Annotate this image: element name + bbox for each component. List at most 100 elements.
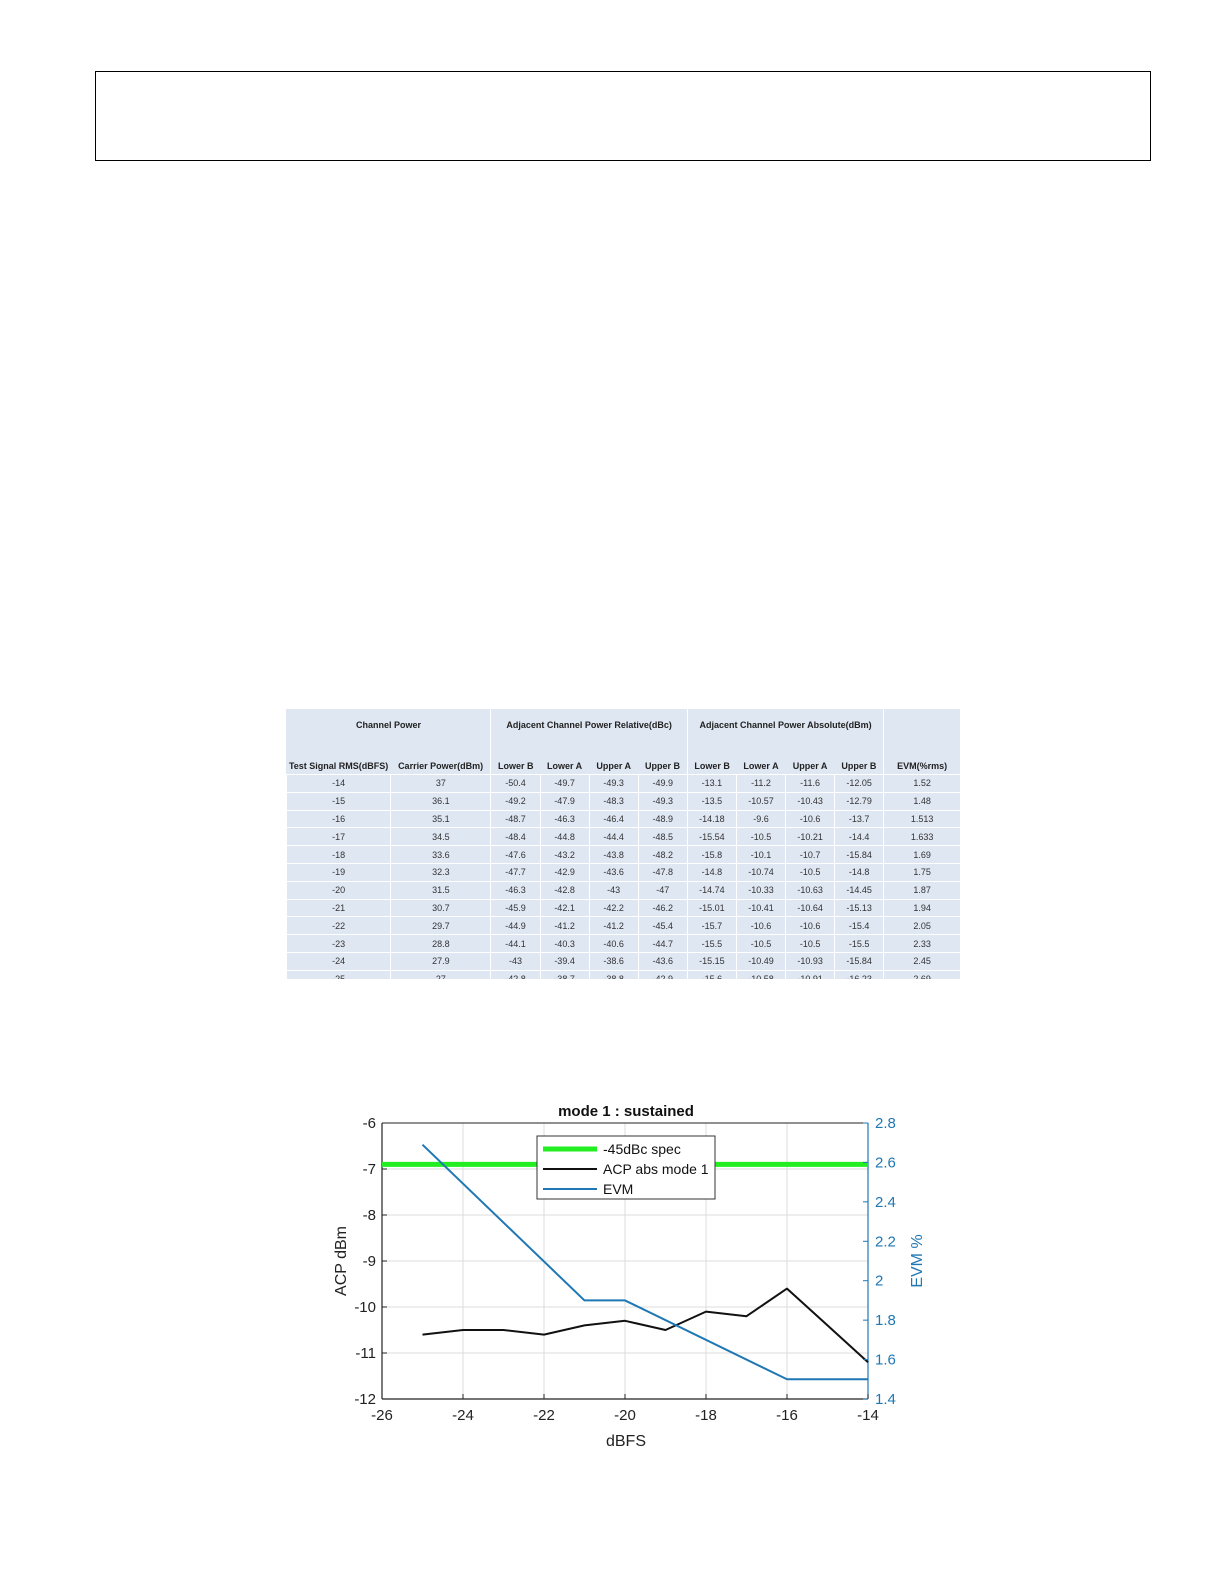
table-cell: -38.6 <box>588 951 639 971</box>
table-cell: -45.4 <box>637 916 688 935</box>
column-header: Carrier Power(dBm) <box>398 760 484 771</box>
table-cell: -20 <box>286 880 391 900</box>
table-cell: -10.5 <box>785 862 835 882</box>
table-row: -16 35.1 -48.7 -46.3 -46.4 -48.9 -14.18 -9.6 -10… <box>286 809 960 828</box>
table-cell: -18 <box>286 845 391 864</box>
table-cell: -15 <box>286 791 391 811</box>
measurement-table: Channel Power Adjacent Channel Power Rel… <box>286 709 960 979</box>
table-cell: -15.5 <box>686 934 737 953</box>
table-cell: -12.05 <box>834 774 884 793</box>
table-cell: -15.13 <box>834 898 884 917</box>
y2-axis-label: EVM % <box>909 1234 926 1287</box>
table-cell: -14.45 <box>834 880 884 900</box>
table-cell: -42.9 <box>637 969 688 979</box>
column-header: Upper B <box>645 760 681 771</box>
table-cell: -39.4 <box>539 951 590 971</box>
table-cell: 27 <box>390 969 491 979</box>
table-cell: -43.2 <box>539 845 590 864</box>
table-cell: -10.21 <box>785 827 835 846</box>
y2-tick-label: 1.4 <box>875 1391 896 1408</box>
table-cell: -44.8 <box>539 827 590 846</box>
x-tick-label: -16 <box>776 1407 798 1424</box>
table-cell: -50.4 <box>490 774 541 793</box>
table-cell: -11.6 <box>785 774 835 793</box>
table-cell: -10.57 <box>735 791 786 811</box>
y-axis-label: ACP dBm <box>333 1226 350 1296</box>
table-cell: -14.18 <box>686 809 737 828</box>
y2-tick-label: 2 <box>875 1273 883 1290</box>
table-cell: 33.6 <box>390 845 491 864</box>
table-cell: -10.91 <box>785 969 835 979</box>
table-cell: -10.49 <box>735 951 786 971</box>
group-header-acp-absolute: Adjacent Channel Power Absolute(dBm) <box>686 709 884 741</box>
table-cell: -43 <box>588 880 639 900</box>
table-cell: -49.9 <box>637 774 688 793</box>
table-cell: -10.64 <box>785 898 835 917</box>
table-cell: -14.74 <box>686 880 737 900</box>
x-tick-label: -14 <box>857 1407 879 1424</box>
table-row: -14 37 -50.4 -49.7 -49.3 -49.9 -13.1 -11.2 -11.6… <box>286 774 960 793</box>
table-cell: 32.3 <box>390 862 491 882</box>
table-cell: -46.3 <box>539 809 590 828</box>
table-cell: -13.5 <box>686 791 737 811</box>
table-cell: -15.5 <box>834 934 884 953</box>
table-cell: -43 <box>490 951 541 971</box>
table-cell: 1.94 <box>883 898 960 917</box>
y2-tick-label: 2.6 <box>875 1154 896 1171</box>
table-cell: -11.2 <box>735 774 786 793</box>
table-cell: -10.93 <box>785 951 835 971</box>
group-header-empty <box>883 709 960 741</box>
table-cell: -48.2 <box>637 845 688 864</box>
table-cell: -47.8 <box>637 862 688 882</box>
table-cell: -10.7 <box>785 845 835 864</box>
column-header: Lower A <box>546 760 583 771</box>
table-cell: -15.84 <box>834 845 884 864</box>
x-tick-label: -24 <box>452 1407 474 1424</box>
x-tick-label: -22 <box>533 1407 555 1424</box>
y-tick-label: -12 <box>354 1391 376 1408</box>
table-cell: 2.69 <box>883 969 960 979</box>
x-tick-label: -26 <box>371 1407 393 1424</box>
table-row: -2527-42.8-38.7-38.8-42.9-15.6-10.58-10.… <box>286 969 960 979</box>
group-header-acp-relative: Adjacent Channel Power Relative(dBc) <box>490 709 688 741</box>
table-cell: -13.7 <box>834 809 884 828</box>
table-cell: -47.7 <box>490 862 541 882</box>
table-row: -22 29.7 -44.9 -41.2 -41.2 -45.4 -15.7 -10.6 -10… <box>286 916 960 935</box>
table-cell: -47.9 <box>539 791 590 811</box>
table-cell: -14.4 <box>834 827 884 846</box>
series-line-2 <box>421 1143 868 1381</box>
x-tick-label: -20 <box>614 1407 636 1424</box>
legend-entry: EVM <box>603 1181 633 1197</box>
table-cell: -10.33 <box>735 880 786 900</box>
table-cell: -10.6 <box>785 809 835 828</box>
table-cell: 2.33 <box>883 934 960 953</box>
column-header: Lower B <box>686 757 737 775</box>
table-cell: -48.7 <box>490 809 541 828</box>
y-tick-label: -6 <box>363 1115 376 1132</box>
column-header: Upper B <box>841 760 877 771</box>
table-cell: -47.6 <box>490 845 541 864</box>
table-row: -17 34.5 -48.4 -44.8 -44.4 -48.5 -15.54 -10.5 -1… <box>286 827 960 846</box>
table-cell: -38.7 <box>539 969 590 979</box>
y2-tick-label: 2.8 <box>875 1115 896 1132</box>
series-line-1 <box>422 1287 869 1363</box>
table-cell: 29.7 <box>390 916 491 935</box>
table-row: -21 30.7 -45.9 -42.1 -42.2 -46.2 -15.01 -10.41-… <box>286 898 960 917</box>
table-cell: -10.1 <box>735 845 786 864</box>
table-cell: -12.79 <box>834 791 884 811</box>
table-cell: -14.8 <box>834 862 884 882</box>
y2-tick-label: 1.6 <box>875 1352 896 1369</box>
table-row: -24 27.9 -43 -39.4 -38.6 -43.6 -15.15 -10.49 -10… <box>286 951 960 971</box>
table-cell: -19 <box>286 862 391 882</box>
y2-tick-label: 1.8 <box>875 1312 896 1329</box>
table-row: -23 28.8 -44.1 -40.3 -40.6 -44.7 -15.5 -10.5 -10… <box>286 934 960 953</box>
table-cell: -10.6 <box>785 916 835 935</box>
table-cell: -41.2 <box>588 916 639 935</box>
table-cell: -16.23 <box>834 969 884 979</box>
chart-legend: -45dBc spec ACP abs mode 1 EVM <box>536 1135 716 1200</box>
table-cell: -15.6 <box>686 969 737 979</box>
table-cell: -21 <box>286 898 391 917</box>
table-cell: -10.74 <box>735 862 786 882</box>
table-cell: 30.7 <box>390 898 491 917</box>
table-cell: -25 <box>286 969 391 979</box>
